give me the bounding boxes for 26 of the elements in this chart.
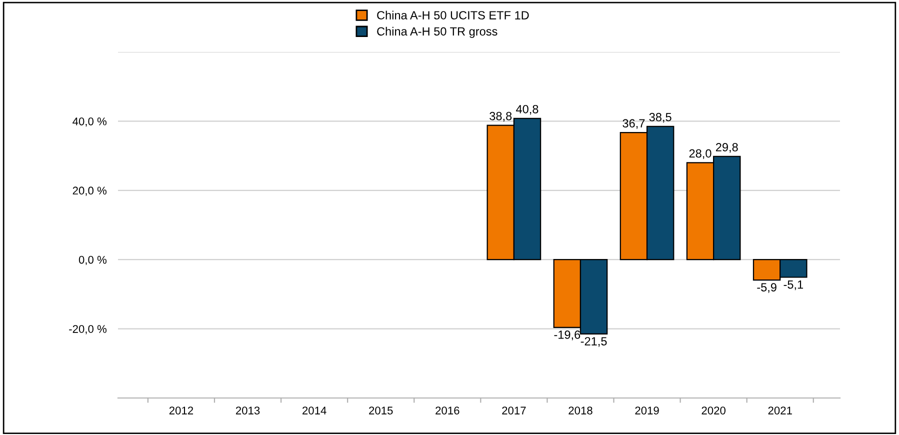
data-label: 38,8 — [490, 112, 512, 122]
data-label: 40,8 — [516, 104, 538, 115]
x-tick-label: 2014 — [302, 406, 326, 414]
x-tick-label: 2017 — [502, 406, 526, 414]
data-label: -5,1 — [784, 280, 804, 290]
legend-label: China A-H 50 TR gross — [377, 26, 498, 38]
data-label: -19,6 — [554, 330, 580, 340]
x-tick-label: 2019 — [635, 406, 659, 414]
data-label: 36,7 — [622, 119, 645, 129]
data-label: 38,5 — [649, 112, 672, 123]
y-tick-label: 0,0 % — [78, 256, 106, 266]
y-tick-label: -20,0 % — [69, 325, 106, 334]
data-label: 29,8 — [716, 143, 738, 153]
y-tick-label: 20,0 % — [72, 186, 106, 196]
x-tick-label: 2013 — [236, 406, 260, 414]
x-tick-label: 2012 — [169, 406, 194, 414]
data-label: -21,5 — [580, 337, 607, 347]
data-label: -5,9 — [757, 283, 776, 293]
x-tick-label: 2016 — [436, 406, 460, 414]
y-tick-label: 40,0 % — [72, 117, 106, 127]
x-tick-label: 2021 — [768, 406, 792, 414]
x-tick-label: 2018 — [568, 406, 592, 414]
data-label: 28,0 — [689, 149, 712, 160]
x-tick-label: 2015 — [369, 406, 393, 414]
x-tick-label: 2020 — [702, 406, 726, 414]
legend-label: China A-H 50 UCITS ETF 1D — [377, 10, 529, 20]
